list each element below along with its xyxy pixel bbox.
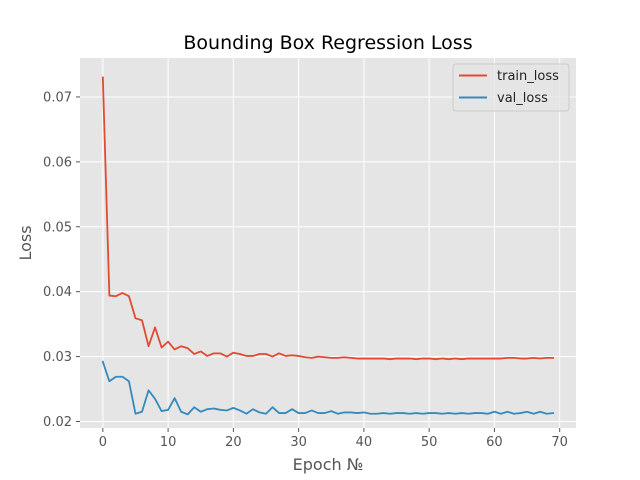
plot-background — [80, 58, 576, 428]
legend-label-val-loss: val_loss — [497, 91, 548, 106]
y-tick-label: 0.04 — [43, 285, 72, 300]
x-tick-label: 60 — [486, 435, 503, 450]
legend: train_loss val_loss — [452, 63, 570, 112]
series-lines — [101, 76, 555, 416]
x-tick-label: 50 — [421, 435, 438, 450]
x-tick-label: 30 — [290, 435, 307, 450]
y-tick-label: 0.05 — [43, 220, 72, 235]
chart-title: Bounding Box Regression Loss — [183, 32, 472, 54]
x-axis-label: Epoch № — [293, 455, 364, 474]
x-tick-label: 10 — [160, 435, 177, 450]
y-tick-label: 0.02 — [43, 415, 72, 430]
series-line-train-loss — [101, 76, 555, 361]
x-tick-label: 70 — [551, 435, 568, 450]
x-tick-label: 0 — [99, 435, 107, 450]
legend-label-train-loss: train_loss — [497, 69, 559, 84]
y-tick-label: 0.06 — [43, 155, 72, 170]
series-line-val-loss — [101, 360, 555, 416]
x-tick-label: 40 — [356, 435, 373, 450]
y-tick-label: 0.07 — [43, 90, 72, 105]
x-tick-label: 20 — [225, 435, 242, 450]
axis-ticks: 0 10 20 30 40 50 60 70 0.02 0.03 0.04 0.05 0.06 0.07 — [43, 90, 568, 450]
y-tick-label: 0.03 — [43, 350, 72, 365]
y-axis-label: Loss — [16, 225, 35, 260]
